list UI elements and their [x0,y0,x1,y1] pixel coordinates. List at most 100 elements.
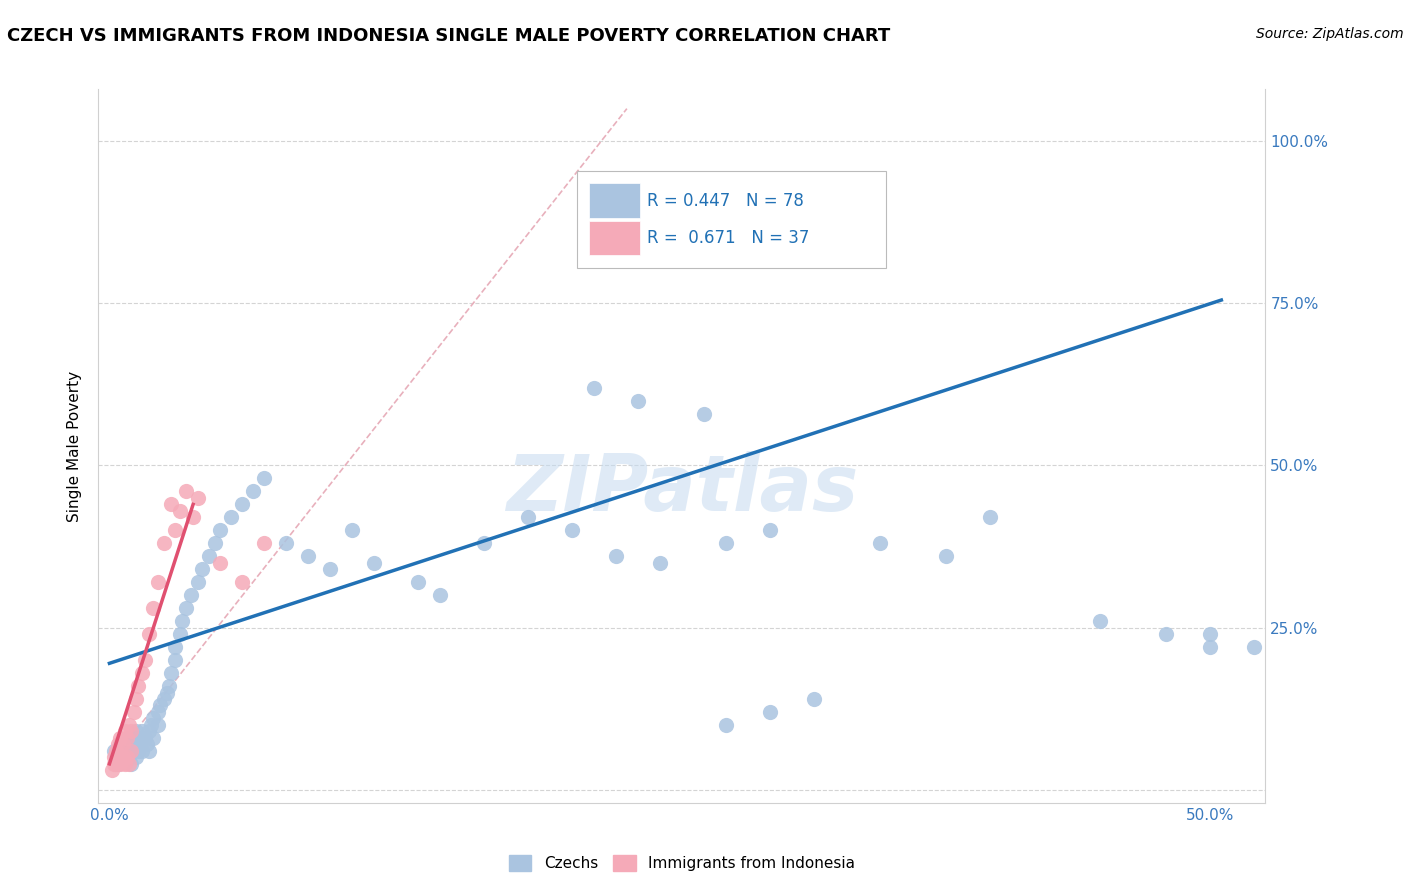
Point [231,575,253,590]
Point [979,510,1001,524]
Point [138,627,160,641]
Point [118,750,141,764]
Point [100,764,122,778]
Point [131,724,153,739]
Point [156,685,179,699]
Point [120,744,142,758]
Point [103,750,125,764]
Point [107,756,129,771]
Point [125,724,148,739]
Point [648,556,671,570]
Point [134,731,156,745]
Point [120,744,142,758]
Point [122,738,145,752]
Point [107,750,129,764]
Point [318,562,340,576]
Point [208,524,231,538]
Legend: Czechs, Immigrants from Indonesia: Czechs, Immigrants from Indonesia [502,849,862,877]
Point [134,653,156,667]
Point [406,575,429,590]
Point [127,679,149,693]
Point [105,744,128,758]
Point [115,750,138,764]
Point [340,524,363,538]
Point [142,731,165,745]
Point [186,575,208,590]
Point [516,510,538,524]
Point [146,705,169,719]
Point [105,750,128,764]
Text: R =  0.671   N = 37: R = 0.671 N = 37 [647,229,810,247]
Point [111,750,134,764]
Point [429,588,451,602]
FancyBboxPatch shape [576,171,886,268]
Point [181,510,204,524]
Point [252,536,274,550]
Point [714,718,737,732]
Point [1090,614,1112,628]
FancyBboxPatch shape [589,184,640,218]
Y-axis label: Single Male Poverty: Single Male Poverty [67,370,83,522]
Point [111,744,134,758]
Text: CZECH VS IMMIGRANTS FROM INDONESIA SINGLE MALE POVERTY CORRELATION CHART: CZECH VS IMMIGRANTS FROM INDONESIA SINGL… [7,27,890,45]
Point [605,549,627,564]
Point [118,731,141,745]
Point [165,653,187,667]
Point [110,750,132,764]
Point [472,536,495,550]
Point [118,756,141,771]
Point [582,381,605,395]
Point [759,705,782,719]
Point [103,756,125,771]
Point [131,744,153,758]
Point [363,556,385,570]
Point [120,724,142,739]
Point [110,738,132,752]
Point [142,601,165,615]
Point [146,718,169,732]
Point [138,724,160,739]
Point [197,549,219,564]
Point [274,536,297,550]
Point [204,536,226,550]
Point [125,692,148,706]
Point [138,744,160,758]
Point [115,731,138,745]
Point [122,705,145,719]
Point [1156,627,1178,641]
Point [142,711,165,725]
Point [146,575,169,590]
Point [172,614,194,628]
Point [135,738,157,752]
Point [1199,627,1222,641]
Point [105,756,128,771]
Point [107,738,129,752]
Point [110,756,132,771]
Point [1243,640,1265,654]
Point [803,692,825,706]
Point [219,510,242,524]
Point [165,640,187,654]
Point [186,491,208,505]
Point [231,497,253,511]
Point [127,731,149,745]
Point [169,504,191,518]
Point [114,756,136,771]
Point [252,471,274,485]
Point [149,698,172,713]
Point [141,718,163,732]
Point [111,738,134,752]
Point [297,549,319,564]
Point [714,536,737,550]
Point [125,750,148,764]
Point [191,562,214,576]
Point [103,744,125,758]
Point [1199,640,1222,654]
Point [242,484,264,499]
Point [869,536,891,550]
Text: Source: ZipAtlas.com: Source: ZipAtlas.com [1256,27,1403,41]
Point [129,738,152,752]
Point [208,556,231,570]
Point [176,484,198,499]
Point [115,744,138,758]
